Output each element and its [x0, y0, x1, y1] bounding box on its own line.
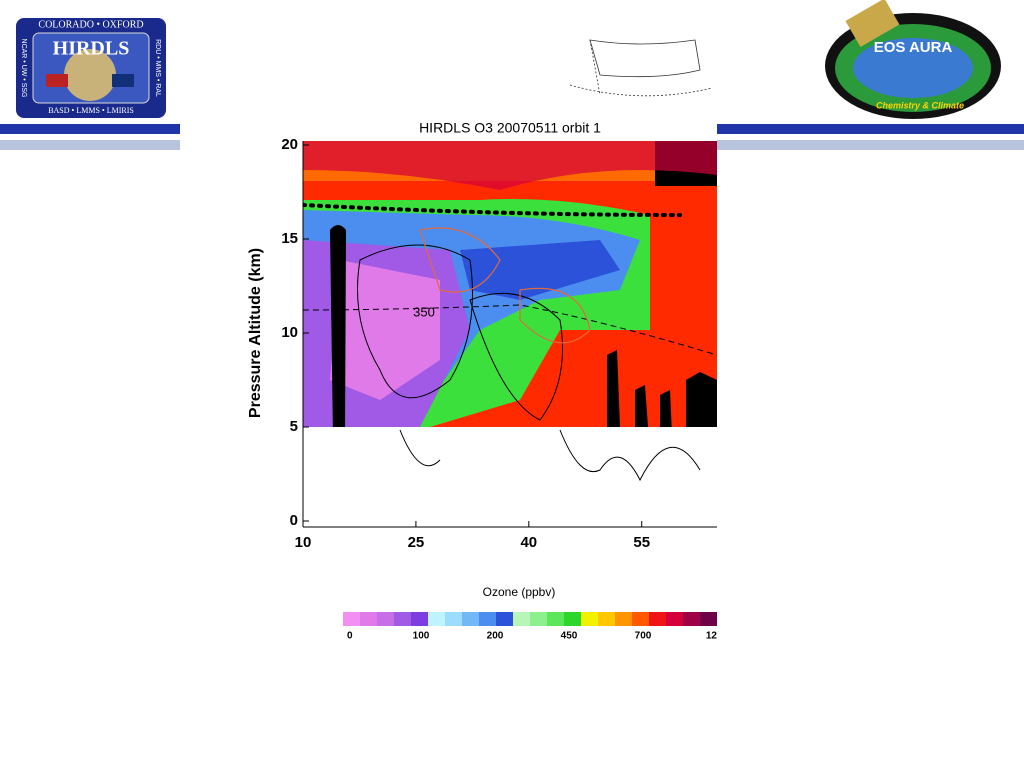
colorbar-label: Ozone (ppbv) — [483, 585, 556, 599]
aura-logo: EOS AURA Chemistry & Climate — [825, 0, 1001, 119]
colorbar-swatch — [428, 612, 446, 626]
x-tick-label: 10 — [295, 534, 312, 551]
colorbar-tick-label: 700 — [635, 631, 652, 642]
colorbar-swatch — [394, 612, 412, 626]
colorbar-swatch — [445, 612, 463, 626]
colorbar-tick-label: 100 — [413, 631, 430, 642]
colorbar-tick-label: 1200 — [706, 631, 729, 642]
colorbar-swatch — [564, 612, 582, 626]
x-tick-label: 25 — [408, 534, 425, 551]
colorbar-tick-label: 450 — [561, 631, 578, 642]
colorbar-swatch — [598, 612, 616, 626]
x-tick-label: 55 — [633, 534, 650, 551]
colorbar-swatch — [581, 612, 599, 626]
colorbar-swatch — [530, 612, 548, 626]
colorbar-swatch — [411, 612, 429, 626]
chart-title: HIRDLS O3 20070511 orbit 1 — [419, 120, 601, 136]
header-bar — [717, 140, 1024, 150]
colorbar-swatch — [462, 612, 480, 626]
colorbar-swatch — [343, 612, 361, 626]
header-bar — [0, 124, 180, 134]
colorbar-swatch — [649, 612, 667, 626]
colorbar-swatch — [666, 612, 684, 626]
ozone-field — [303, 141, 717, 527]
colorbar-swatch — [547, 612, 565, 626]
map-inset — [569, 39, 713, 97]
logo-text: BASD • LMMS • LMIRIS — [48, 106, 134, 115]
colorbar-swatch — [377, 612, 395, 626]
y-tick-label: 20 — [281, 136, 298, 153]
logo-text: EOS AURA — [874, 39, 953, 56]
y-axis-label: Pressure Altitude (km) — [247, 248, 264, 418]
colorbar-swatch — [496, 612, 514, 626]
logo-text: NCAR • UW • SSG — [20, 39, 27, 98]
colorbar-swatch — [683, 612, 701, 626]
logo-text: HIRDLS — [53, 38, 130, 60]
colorbar-swatch — [513, 612, 531, 626]
logo-text: RDU • MMS • RAL — [154, 39, 161, 97]
header-bar — [0, 140, 180, 150]
colorbar-swatch — [632, 612, 650, 626]
colorbar-tick-label: 200 — [487, 631, 504, 642]
hirdls-logo: COLORADO • OXFORD HIRDLS NCAR • UW • SSG… — [16, 18, 166, 118]
colorbar-swatch — [700, 612, 717, 626]
logo-text: COLORADO • OXFORD — [38, 19, 143, 30]
contour-label: 350 — [413, 304, 435, 319]
colorbar-tick-label: 0 — [347, 631, 353, 642]
header-bar — [717, 124, 1024, 134]
y-tick-label: 5 — [290, 418, 298, 435]
colorbar-swatch — [360, 612, 378, 626]
y-tick-label: 0 — [290, 512, 298, 529]
x-tick-label: 40 — [520, 534, 537, 551]
y-tick-label: 10 — [281, 324, 298, 341]
y-tick-label: 15 — [281, 230, 298, 247]
logo-text: Chemistry & Climate — [876, 100, 964, 110]
colorbar-swatch — [615, 612, 633, 626]
colorbar-swatch — [479, 612, 497, 626]
